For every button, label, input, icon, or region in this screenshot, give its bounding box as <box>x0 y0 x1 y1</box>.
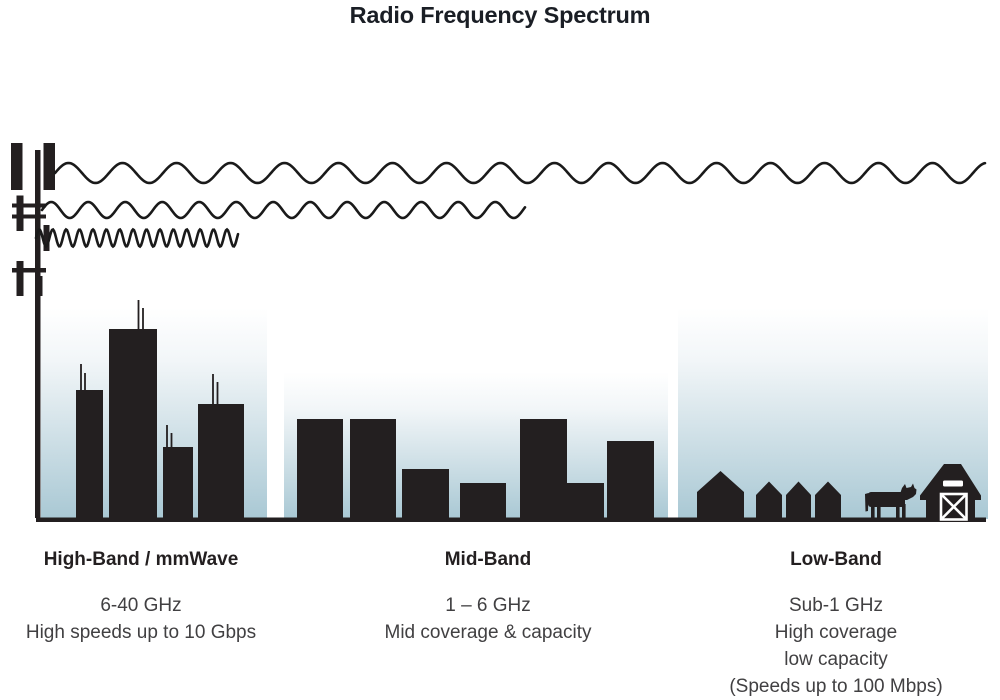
band-detail-low-1: Sub-1 GHz <box>789 595 883 616</box>
band-detail-low-3: low capacity <box>784 649 888 670</box>
band-detail-low-2: High coverage <box>774 622 898 643</box>
band-heading-low: Low-Band <box>790 549 882 570</box>
cell-tower-icon <box>11 143 55 518</box>
ground-line <box>36 517 986 522</box>
cow-icon <box>865 483 917 519</box>
band-label-mid: Mid-Band 1 – 6 GHz Mid coverage & capaci… <box>348 549 628 646</box>
band-heading-mid: Mid-Band <box>444 549 532 570</box>
low-band-wave <box>53 161 987 185</box>
band-detail-mid-1: 1 – 6 GHz <box>445 595 531 616</box>
band-heading-high: High-Band / mmWave <box>43 549 239 570</box>
city-skyline-high-band <box>76 300 244 520</box>
barn-icon <box>920 464 981 521</box>
page-title: Radio Frequency Spectrum <box>349 2 651 28</box>
mid-band-wave <box>40 200 527 220</box>
band-detail-low-4: (Speeds up to 100 Mbps) <box>729 676 943 697</box>
band-detail-mid-2: Mid coverage & capacity <box>384 622 592 643</box>
band-detail-high-1: 6-40 GHz <box>100 595 182 616</box>
city-skyline-mid-band <box>297 419 654 520</box>
band-label-high: High-Band / mmWave 6-40 GHz High speeds … <box>1 549 281 646</box>
high-band-wave <box>34 227 240 249</box>
band-detail-high-2: High speeds up to 10 Gbps <box>25 622 257 643</box>
band-label-low: Low-Band Sub-1 GHz High coverage low cap… <box>696 549 976 700</box>
village-houses-icon <box>697 471 841 520</box>
